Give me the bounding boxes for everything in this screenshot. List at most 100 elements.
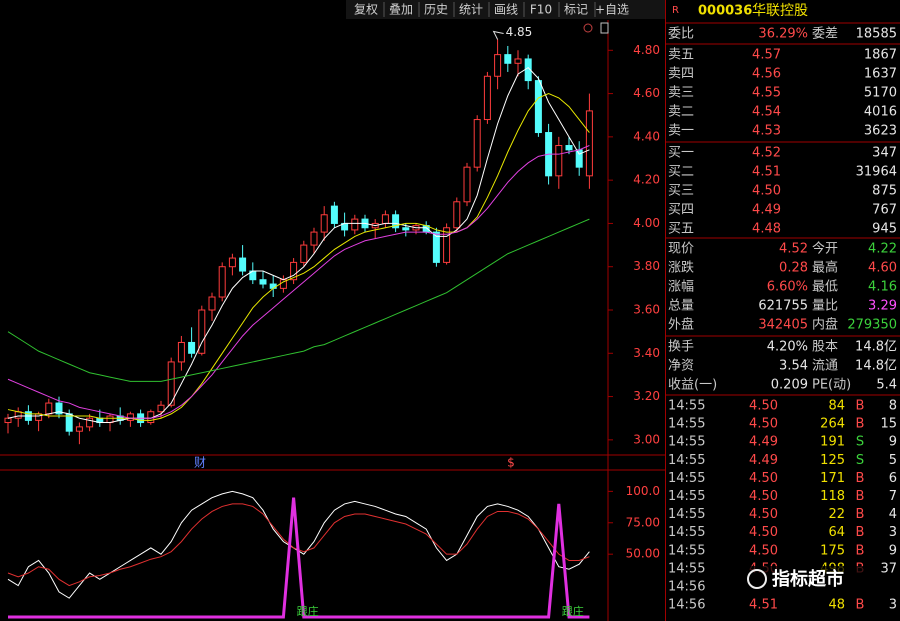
y-tick-label: 3.80: [633, 259, 660, 273]
value: 4.20%: [767, 340, 808, 355]
value: 0.209: [771, 378, 808, 393]
trade-cell: 14:56: [668, 580, 705, 595]
value: 4.16: [868, 280, 897, 295]
candle-body: [167, 361, 175, 406]
volume: 945: [872, 222, 897, 237]
candle-body: [585, 110, 593, 177]
label: 最低: [812, 280, 838, 295]
toolbar-button[interactable]: F10: [530, 3, 552, 17]
candle-body: [14, 411, 22, 419]
toolbar-button[interactable]: 叠加: [389, 3, 413, 17]
candle-body: [269, 283, 277, 289]
candle-body: [494, 54, 502, 77]
label: 股本: [812, 340, 838, 355]
trade-cell: 64: [828, 525, 845, 540]
y-tick-label: 4.00: [633, 216, 660, 230]
candle-body: [473, 119, 481, 168]
price: 4.55: [752, 86, 781, 101]
label: 买二: [668, 165, 694, 180]
candle-body: [565, 145, 573, 151]
trade-cell: 14:55: [668, 399, 705, 414]
y-tick-label: 4.40: [633, 129, 660, 143]
toolbar-button[interactable]: 历史: [424, 3, 448, 17]
candle-body: [351, 218, 359, 231]
watermark-icon: [747, 569, 767, 589]
toolbar-button[interactable]: 统计: [459, 3, 483, 17]
label: 买三: [668, 184, 694, 199]
trade-cell: 22: [828, 507, 845, 522]
value: 342405: [758, 318, 808, 333]
toolbar-button[interactable]: 标记: [564, 3, 588, 17]
trade-cell: S: [856, 435, 864, 450]
candle-body: [188, 341, 196, 354]
icon[interactable]: [583, 23, 593, 33]
volume: 5170: [864, 86, 897, 101]
panel-rules: [665, 22, 900, 396]
trade-cell: 14:56: [668, 598, 705, 613]
price: 4.48: [752, 222, 781, 237]
y-tick-label: 3.00: [633, 432, 660, 446]
trade-cell: 4.50: [749, 417, 778, 432]
value: 14.8亿: [855, 359, 897, 374]
candle-body: [198, 309, 206, 354]
candle-body: [4, 417, 12, 424]
value: 0.28: [779, 261, 808, 276]
trade-cell: 4.50: [749, 507, 778, 522]
y-tick-label: 75.00: [626, 515, 660, 529]
candle-body: [55, 402, 63, 415]
trade-cell: B: [856, 525, 865, 540]
trade-cell: 15: [880, 417, 897, 432]
candle-body: [35, 413, 43, 421]
trade-cell: 4.50: [749, 489, 778, 504]
toolbar-button[interactable]: 画线: [494, 3, 518, 17]
trade-cell: 191: [820, 435, 845, 450]
label: 净资: [668, 359, 694, 374]
candle-body: [514, 58, 522, 64]
trade-cell: 14:55: [668, 417, 705, 432]
label: 卖四: [668, 67, 694, 82]
trade-cell: 14:55: [668, 525, 705, 540]
candle-body: [555, 145, 563, 177]
trade-cell: 14:55: [668, 435, 705, 450]
label: 今开: [812, 241, 838, 257]
candle-body: [453, 201, 461, 229]
trade-cell: 84: [828, 399, 845, 414]
toolbar-button[interactable]: 复权: [354, 3, 378, 17]
candle-body: [504, 54, 512, 64]
trade-cell: 14:55: [668, 453, 705, 468]
y-tick-label: 50.00: [626, 547, 660, 561]
trade-cell: B: [856, 598, 865, 613]
price: 4.53: [752, 124, 781, 139]
candle-body: [483, 75, 491, 121]
trade-cell: B: [856, 417, 865, 432]
label: 卖五: [668, 48, 694, 63]
volume: 1637: [864, 67, 897, 82]
label: 买五: [668, 222, 694, 237]
trade-cell: 4.50: [749, 543, 778, 558]
label: 内盘: [812, 317, 838, 333]
trade-cell: 14:55: [668, 561, 705, 576]
event-mark[interactable]: $: [507, 456, 515, 470]
candle-body: [575, 149, 583, 168]
trade-cell: 7: [889, 489, 897, 504]
y-tick-label: 3.60: [633, 303, 660, 317]
ma-line: [7, 145, 590, 419]
trade-cell: 14:55: [668, 489, 705, 504]
event-mark[interactable]: 财: [194, 456, 206, 470]
candle-body: [239, 257, 247, 272]
price: 4.49: [752, 203, 781, 218]
price: 4.57: [752, 48, 781, 63]
icon[interactable]: [600, 22, 609, 34]
trade-cell: 4.50: [749, 471, 778, 486]
value: 4.22: [868, 242, 897, 257]
toolbar-bg: [346, 0, 665, 19]
label: 收益(一): [668, 378, 717, 393]
trade-cell: 48: [828, 598, 845, 613]
candle-body: [86, 417, 94, 428]
trade-cell: 125: [820, 453, 845, 468]
toolbar-button[interactable]: +自选: [595, 3, 629, 17]
value: 14.8亿: [855, 340, 897, 355]
candle-body: [381, 214, 389, 224]
